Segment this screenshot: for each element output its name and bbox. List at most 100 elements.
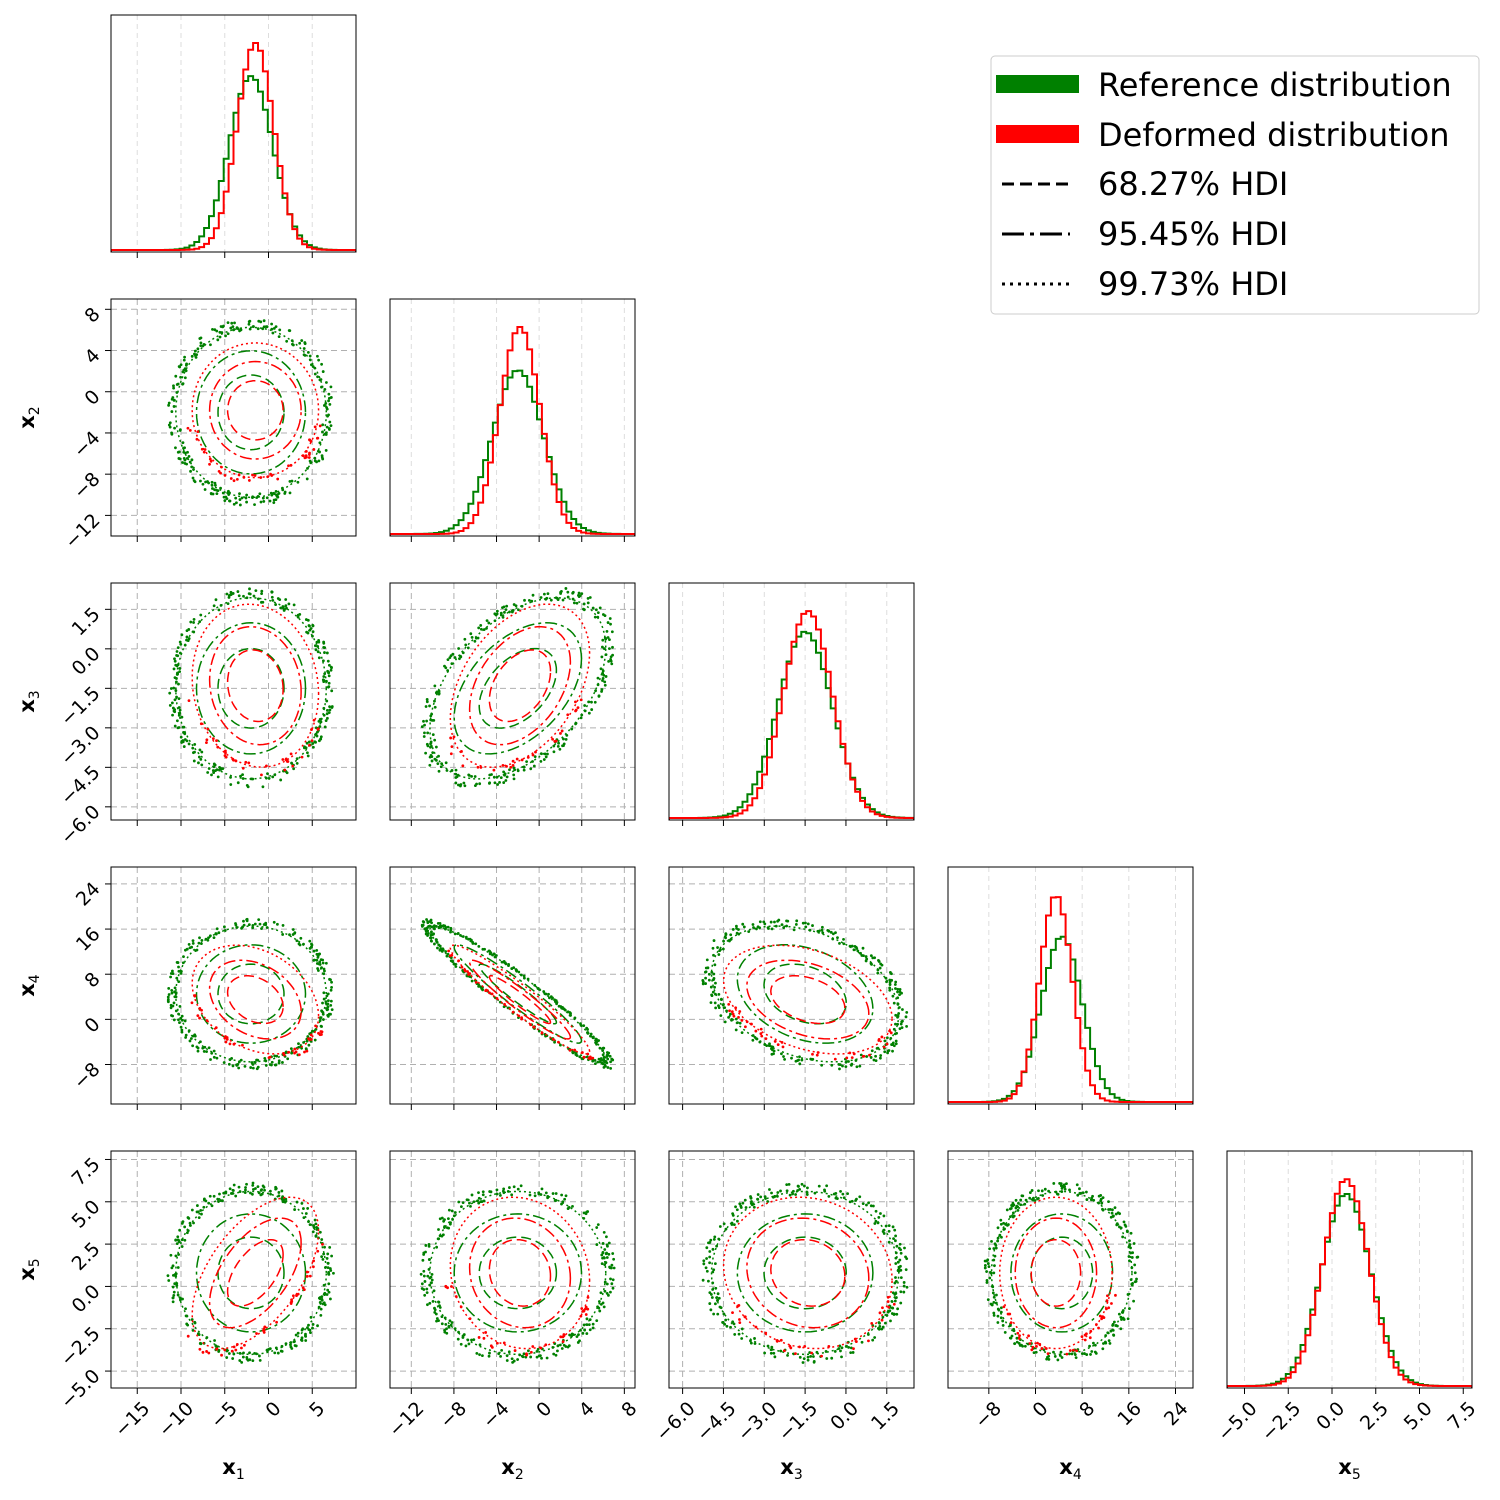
scatter-point: [274, 1063, 278, 1067]
scatter-point: [307, 456, 311, 459]
scatter-point: [528, 1193, 532, 1197]
scatter-point: [183, 1225, 187, 1229]
panel-frame: [110, 582, 357, 821]
scatter-point: [313, 740, 317, 744]
scatter-point: [238, 1359, 242, 1362]
scatter-point: [570, 1332, 574, 1336]
scatter-point: [553, 1199, 557, 1202]
scatter-point: [983, 1266, 987, 1270]
scatter-point: [786, 1353, 789, 1357]
scatter-point: [1070, 1352, 1074, 1356]
scatter-point: [327, 663, 331, 667]
scatter-point: [300, 755, 304, 759]
scatter-point: [732, 1223, 736, 1227]
scatter-point: [894, 1039, 898, 1043]
histogram-ref-x2: [390, 369, 635, 536]
scatter-point: [610, 1263, 614, 1267]
scatter-point: [1118, 1225, 1121, 1229]
scatter-point: [772, 1052, 775, 1056]
scatter-point: [756, 1197, 759, 1201]
scatter-point: [731, 1311, 734, 1315]
scatter-point: [212, 1194, 216, 1198]
scatter-point: [737, 1015, 740, 1019]
scatter-point: [602, 1055, 606, 1059]
legend-label-hdi-99: 99.73% HDI: [1098, 265, 1288, 303]
scatter-point: [254, 589, 258, 593]
hdi-contour-ref-2: [175, 596, 328, 780]
scatter-point: [791, 1192, 795, 1196]
scatter-point: [601, 1242, 605, 1245]
scatter-point: [598, 606, 602, 610]
scatter-point: [329, 668, 333, 672]
scatter-point: [183, 355, 186, 359]
scatter-point: [612, 1266, 616, 1270]
scatter-point: [894, 1239, 897, 1243]
scatter-point: [603, 614, 607, 618]
scatter-point: [1005, 1208, 1009, 1212]
scatter-point: [198, 936, 201, 940]
scatter-point: [287, 464, 290, 468]
scatter-point: [420, 725, 424, 729]
hdi-contour-def-1: [208, 1217, 302, 1329]
panel-5-1: −15 −10 −5 0 5−5.0−2.50.02.55.07.5: [56, 1150, 357, 1442]
scatter-point: [476, 636, 480, 640]
scatter-point: [512, 777, 516, 781]
scatter-point: [170, 989, 174, 992]
hdi-contour-ref-0: [217, 647, 285, 729]
hdi-contour-def-1: [746, 959, 870, 1040]
scatter-point: [169, 1006, 173, 1010]
hdi-contour-def-2: [449, 603, 591, 768]
scatter-point: [177, 965, 180, 969]
scatter-point: [188, 1221, 192, 1225]
scatter-point: [296, 480, 300, 484]
scatter-point: [601, 638, 605, 642]
scatter-point: [765, 1044, 769, 1048]
scatter-point: [303, 745, 306, 749]
scatter-point: [222, 1191, 226, 1195]
scatter-point: [207, 1201, 211, 1205]
scatter-point: [256, 597, 260, 601]
scatter-point: [552, 750, 556, 754]
scatter-point: [802, 1184, 806, 1188]
scatter-point: [479, 624, 483, 627]
scatter-point: [479, 765, 483, 769]
scatter-point: [1075, 1183, 1079, 1187]
scatter-point: [187, 699, 191, 703]
hdi-contour-ref-2: [710, 1190, 900, 1356]
y-axis-label-x3: x3: [15, 690, 43, 712]
scatter-point: [251, 1181, 255, 1185]
scatter-point: [327, 711, 331, 715]
scatter-point: [1119, 1327, 1123, 1331]
scatter-point: [176, 1235, 180, 1239]
scatter-point: [813, 1191, 817, 1195]
scatter-point: [248, 319, 252, 323]
scatter-point: [531, 593, 535, 597]
scatter-point: [608, 617, 612, 620]
scatter-point: [833, 1350, 837, 1353]
scatter-point: [595, 1226, 599, 1229]
scatter-point: [551, 1192, 555, 1195]
scatter-point: [611, 1278, 615, 1282]
y-tick-label: 16: [72, 923, 105, 956]
scatter-point: [896, 996, 900, 1000]
scatter-point: [608, 1266, 612, 1270]
histogram-def-x5: [1227, 1178, 1472, 1388]
scatter-point: [270, 493, 274, 497]
scatter-point: [304, 618, 308, 621]
scatter-point: [470, 1338, 473, 1342]
scatter-point: [839, 1349, 842, 1353]
scatter-point: [237, 1066, 241, 1070]
scatter-point: [1127, 1255, 1131, 1258]
scatter-point: [728, 939, 731, 943]
scatter-point: [321, 1257, 325, 1261]
scatter-point: [223, 1348, 227, 1352]
scatter-point: [731, 1212, 735, 1216]
scatter-point: [594, 689, 597, 693]
scatter-point: [988, 1247, 992, 1251]
scatter-point: [241, 766, 245, 770]
scatter-point: [300, 1339, 304, 1342]
scatter-point: [224, 749, 227, 753]
scatter-point: [245, 493, 249, 497]
scatter-point: [300, 339, 304, 342]
scatter-point: [794, 923, 798, 926]
